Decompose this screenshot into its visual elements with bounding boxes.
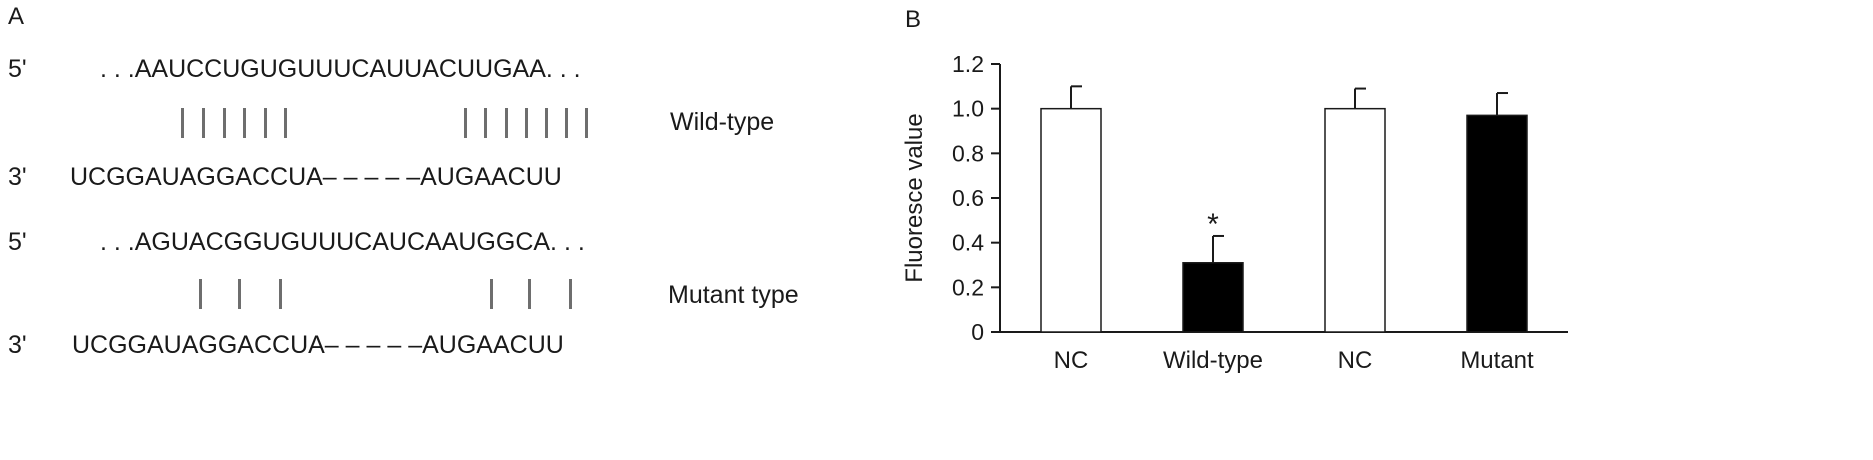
chart-axes	[991, 63, 1568, 333]
pairing-line	[199, 279, 202, 309]
pairing-line	[545, 108, 548, 138]
significance-marker: *	[1207, 208, 1219, 241]
pairing-line	[243, 108, 246, 138]
y-tick-label: 0.8	[952, 140, 984, 166]
pairing-line	[569, 279, 572, 309]
y-axis-label: Fluoresce value	[901, 113, 928, 282]
pairing-line	[284, 108, 287, 138]
y-tick-label: 0.4	[952, 230, 984, 256]
pairing-line	[223, 108, 226, 138]
x-category-label: NC	[1054, 347, 1089, 374]
x-category-label: NC	[1338, 347, 1373, 374]
bar	[1324, 107, 1386, 333]
pairing-line	[528, 279, 531, 309]
mutant-pairing-lines	[0, 279, 900, 309]
mutant-mirna-prime: 3'	[8, 331, 27, 359]
pairing-line	[490, 279, 493, 309]
mutant-type-label: Mutant type	[668, 281, 799, 309]
y-tick-label: 0.2	[952, 274, 984, 300]
pairing-line	[565, 108, 568, 138]
mutant-target-sequence: . . .AGUACGGUGUUUCAUCAAUGGCA. . .	[100, 228, 585, 256]
pairing-line	[505, 108, 508, 138]
pairing-line	[238, 279, 241, 309]
bar	[1182, 262, 1244, 333]
chart-labels: 0 0.2 0.4 0.6 0.8 1.0 1.2 Fluoresce value NC Wild…	[901, 51, 1534, 374]
pairing-line	[525, 108, 528, 138]
pairing-line	[181, 108, 184, 138]
wild-type-target-prime: 5'	[8, 55, 27, 83]
wild-type-target-sequence: . . .AAUCCUGUGUUUCAUUACUUGAA. . .	[100, 55, 581, 83]
wild-type-pairing-lines	[0, 108, 900, 138]
x-category-label: Wild-type	[1163, 347, 1263, 374]
wild-type-mirna-sequence: UCGGAUAGGACCUA– – – – –AUGAACUU	[70, 163, 562, 191]
wild-type-mirna-prime: 3'	[8, 163, 27, 191]
pairing-line	[585, 108, 588, 138]
bar	[1040, 107, 1102, 333]
panel-a-label: A	[8, 3, 25, 30]
mutant-mirna-sequence: UCGGAUAGGACCUA– – – – –AUGAACUU	[72, 331, 564, 359]
y-tick-label: 1.0	[952, 96, 984, 122]
y-tick-label: 1.2	[952, 51, 984, 77]
panel-b-label: B	[905, 6, 921, 33]
chart-bars	[1040, 85, 1528, 333]
x-category-label: Mutant	[1460, 347, 1534, 374]
y-tick-label: 0.6	[952, 185, 984, 211]
bar	[1466, 114, 1528, 333]
pairing-line	[279, 279, 282, 309]
y-tick-label: 0	[971, 319, 984, 345]
panel-a-sequence-alignment: A 5' . . .AAUCCUGUGUUUCAUUACUUGAA. . . W…	[0, 0, 900, 460]
pairing-line	[484, 108, 487, 138]
wild-type-label: Wild-type	[670, 108, 775, 136]
mutant-target-prime: 5'	[8, 228, 27, 256]
pairing-line	[464, 108, 467, 138]
pairing-line	[202, 108, 205, 138]
pairing-line	[264, 108, 267, 138]
